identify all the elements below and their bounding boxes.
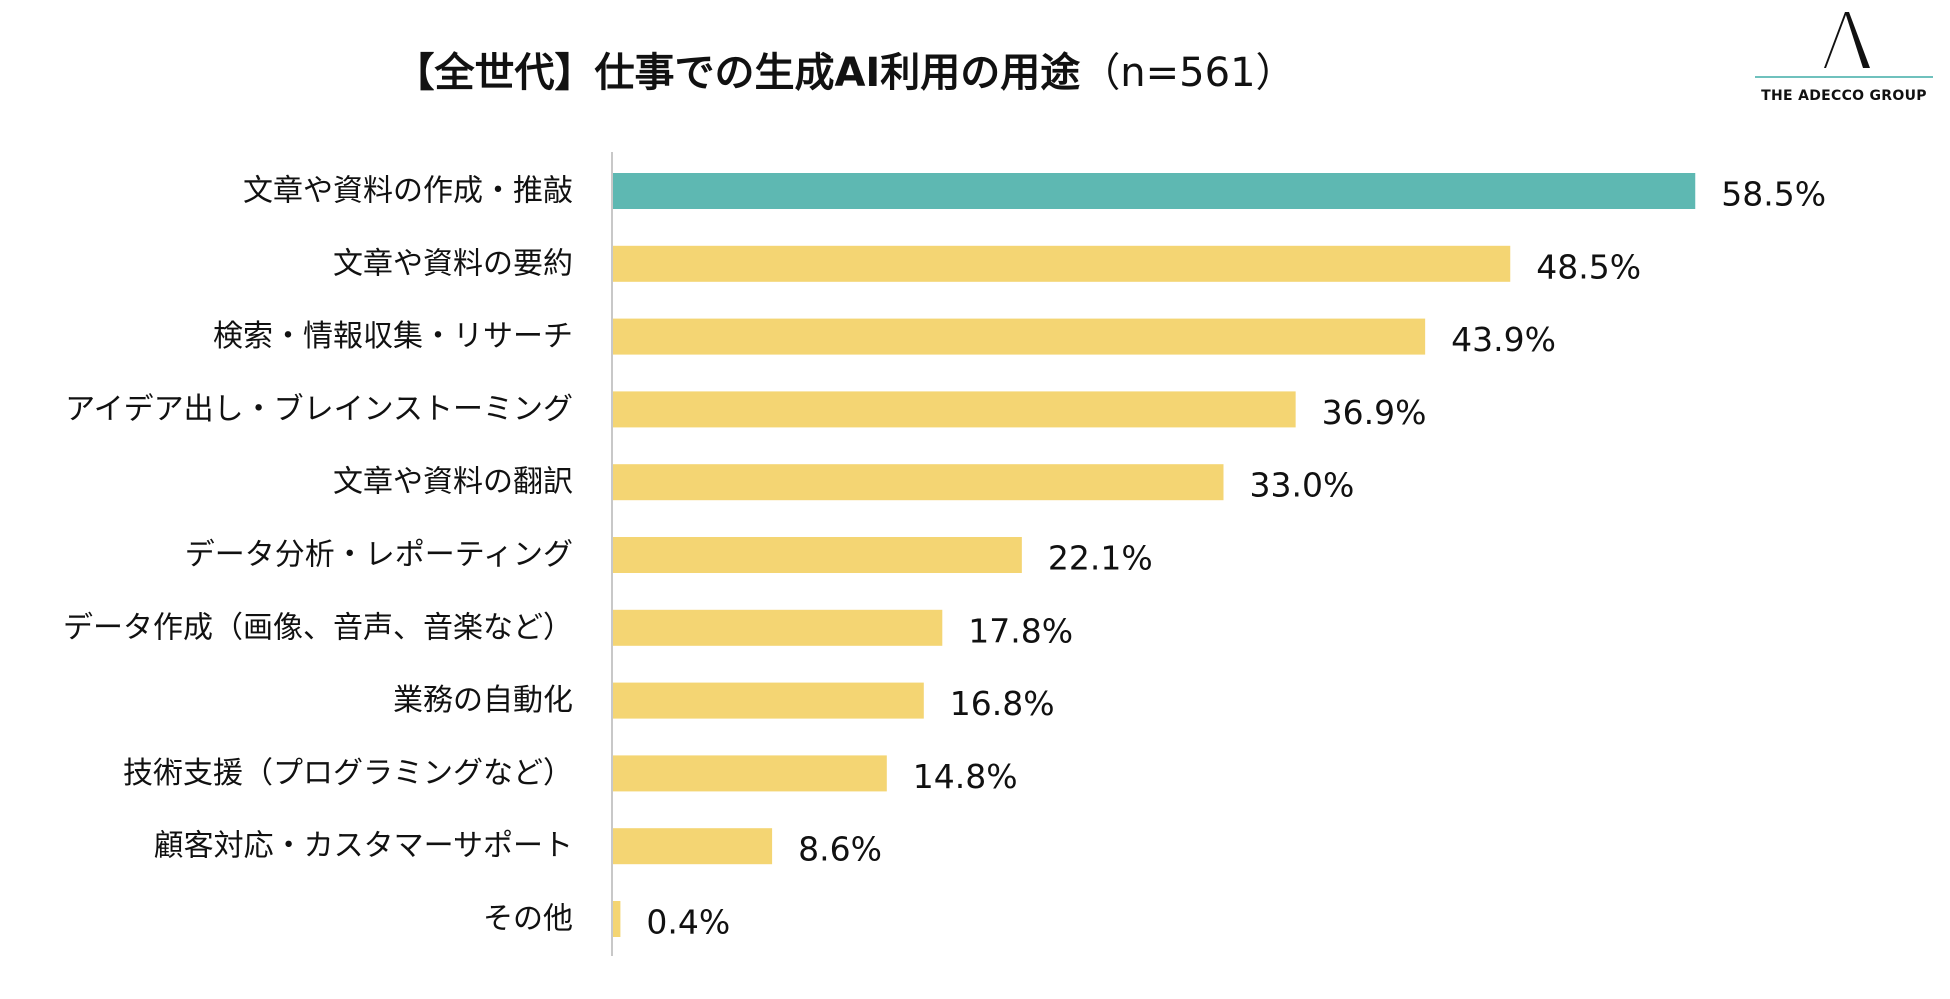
category-label: 業務の自動化 <box>393 683 573 718</box>
bar <box>613 173 1696 209</box>
data-label: 58.5% <box>1721 175 1826 214</box>
logo-text: THE ADECCO GROUP <box>1761 88 1927 104</box>
category-label: 技術支援（プログラミングなど） <box>123 756 573 791</box>
category-label: 文章や資料の翻訳 <box>333 465 573 500</box>
bar <box>613 537 1022 573</box>
category-label: その他 <box>483 902 573 937</box>
bar <box>613 609 943 646</box>
adecco-a-logo-icon <box>1824 12 1870 68</box>
bar <box>613 828 773 865</box>
category-label: 検索・情報収集・リサーチ <box>213 319 573 354</box>
category-label: アイデア出し・ブレインストーミング <box>65 392 573 427</box>
data-label: 16.8% <box>950 684 1055 723</box>
data-label: 36.9% <box>1322 393 1427 432</box>
data-label: 22.1% <box>1048 539 1153 578</box>
bar <box>613 245 1511 282</box>
category-label: 文章や資料の作成・推敲 <box>243 174 573 209</box>
data-label: 48.5% <box>1536 247 1641 286</box>
bar <box>613 901 621 937</box>
bar <box>613 318 1426 355</box>
bar <box>613 391 1296 428</box>
category-label: 顧客対応・カスタマーサポート <box>154 829 573 864</box>
category-label: データ分析・レポーティング <box>185 538 573 573</box>
data-label: 17.8% <box>968 611 1073 650</box>
bar <box>613 682 924 719</box>
data-label: 0.4% <box>646 903 730 942</box>
chart-title-sample-size: （n=561） <box>1080 50 1296 96</box>
category-label: データ作成（画像、音声、音楽など） <box>63 610 573 645</box>
data-label: 43.9% <box>1451 320 1556 359</box>
logo-divider <box>1755 76 1933 78</box>
data-label: 8.6% <box>798 830 882 869</box>
data-label: 14.8% <box>913 757 1018 796</box>
chart-title-main: 【全世代】仕事での生成AI利用の用途 <box>394 50 1081 96</box>
category-label: 文章や資料の要約 <box>333 246 573 281</box>
chart-title: 【全世代】仕事での生成AI利用の用途（n=561） <box>0 40 1690 98</box>
bar <box>613 464 1224 501</box>
bar <box>613 755 887 792</box>
data-label: 33.0% <box>1250 466 1355 505</box>
adecco-logo: THE ADECCO GROUP <box>1755 10 1933 110</box>
